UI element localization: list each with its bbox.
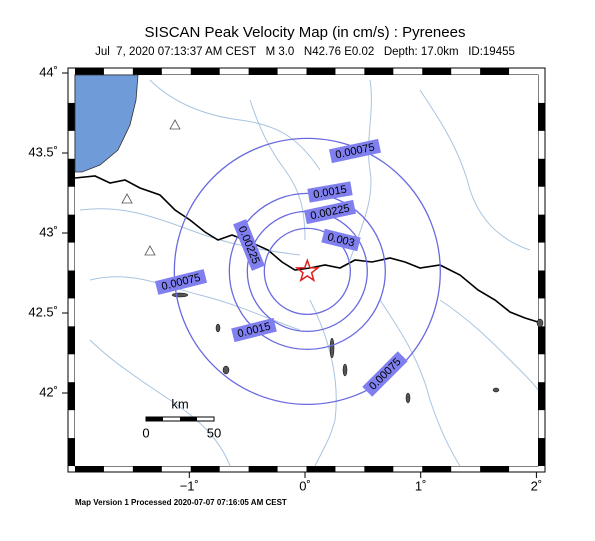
frame-seg bbox=[68, 382, 75, 411]
lake bbox=[171, 292, 189, 298]
river bbox=[309, 299, 337, 467]
land bbox=[75, 75, 538, 466]
frame-seg bbox=[538, 102, 545, 131]
frame-seg bbox=[132, 68, 162, 75]
lon-tick-label: 1˚ bbox=[415, 478, 427, 493]
lake bbox=[222, 365, 230, 375]
lake bbox=[405, 392, 411, 404]
lat-tick-label: 42.5˚ bbox=[28, 304, 58, 319]
river bbox=[439, 299, 539, 391]
river bbox=[149, 79, 321, 171]
river bbox=[349, 79, 372, 261]
frame-seg bbox=[75, 466, 104, 472]
lat-tick-label: 44˚ bbox=[39, 64, 58, 79]
frame-seg bbox=[68, 158, 75, 187]
lat-tick-label: 42˚ bbox=[39, 384, 58, 399]
map-title: SISCAN Peak Velocity Map (in cm/s) : Pyr… bbox=[145, 24, 466, 41]
contour-label: 0.003 bbox=[321, 228, 361, 252]
footer: Map Version 1 Processed 2020-07-07 07:16… bbox=[75, 498, 287, 507]
frame-seg bbox=[538, 270, 545, 299]
sea bbox=[74, 74, 139, 173]
frame-seg bbox=[75, 68, 104, 75]
lat-tick-label: 43˚ bbox=[39, 224, 58, 239]
epicenter bbox=[294, 258, 320, 283]
frame-seg bbox=[364, 68, 394, 75]
stations bbox=[121, 119, 181, 256]
frame-seg bbox=[248, 68, 278, 75]
station bbox=[169, 119, 181, 130]
lat-tick-label: 43.5˚ bbox=[28, 144, 58, 159]
frame-seg bbox=[538, 158, 545, 187]
river bbox=[89, 339, 231, 467]
contour bbox=[173, 137, 441, 406]
frame-seg bbox=[68, 270, 75, 299]
station bbox=[144, 245, 156, 256]
frame-seg bbox=[132, 466, 162, 472]
lon-tick-label: 0˚ bbox=[299, 478, 311, 493]
scale-unit: km bbox=[171, 396, 188, 411]
frame-seg bbox=[538, 214, 545, 243]
map-area: 0.000750.000750.000750.00150.002250.0022… bbox=[74, 74, 544, 467]
frame-seg bbox=[190, 68, 220, 75]
lake bbox=[492, 387, 500, 393]
lon-tick-label: 2˚ bbox=[531, 478, 543, 493]
frame-seg bbox=[190, 466, 220, 472]
scale-end: 50 bbox=[207, 425, 221, 440]
rivers bbox=[79, 79, 539, 467]
contour-label-box bbox=[233, 219, 265, 271]
scale-bar-seg bbox=[146, 417, 163, 421]
river bbox=[79, 208, 301, 256]
station bbox=[121, 193, 133, 204]
frame-seg bbox=[538, 438, 545, 466]
contour-label-box bbox=[154, 269, 208, 295]
lake bbox=[342, 363, 348, 377]
contour-label-box bbox=[307, 181, 353, 203]
contour bbox=[263, 227, 351, 316]
frame-seg bbox=[68, 326, 75, 355]
river bbox=[249, 99, 306, 241]
frame-seg bbox=[422, 466, 452, 472]
contour-label-box bbox=[321, 228, 361, 252]
contour-label: 0.0015 bbox=[307, 181, 353, 203]
contour-label-text: 0.0015 bbox=[312, 184, 347, 202]
frame-seg bbox=[422, 68, 452, 75]
frame-seg bbox=[538, 382, 545, 411]
frame-seg bbox=[68, 438, 75, 466]
contour-label-box bbox=[303, 199, 357, 225]
frame-seg bbox=[538, 326, 545, 355]
frame-seg bbox=[364, 466, 394, 472]
frame-seg bbox=[248, 466, 278, 472]
scale-bar: km 0 50 bbox=[142, 396, 221, 440]
lake bbox=[329, 337, 335, 359]
border bbox=[74, 175, 539, 323]
map-subtitle: Jul 7, 2020 07:13:37 AM CEST M 3.0 N42.7… bbox=[95, 46, 515, 58]
frame-seg bbox=[68, 214, 75, 243]
contour-label-box bbox=[231, 317, 277, 343]
scale-start: 0 bbox=[142, 425, 149, 440]
frame-seg bbox=[306, 466, 336, 472]
scale-bar-seg bbox=[180, 417, 197, 421]
river bbox=[419, 89, 531, 251]
frame-seg bbox=[68, 102, 75, 131]
contours: 0.000750.000750.000750.00150.002250.0022… bbox=[154, 137, 441, 406]
contour-label-box bbox=[328, 138, 382, 164]
frame-seg bbox=[480, 466, 510, 472]
lake bbox=[536, 318, 544, 328]
lon-tick-label: −1˚ bbox=[180, 478, 199, 493]
contour-label-box bbox=[362, 351, 408, 397]
river bbox=[379, 299, 461, 467]
contour bbox=[228, 192, 386, 351]
frame-seg bbox=[480, 68, 510, 75]
lake bbox=[215, 323, 221, 333]
frame-seg bbox=[306, 68, 336, 75]
